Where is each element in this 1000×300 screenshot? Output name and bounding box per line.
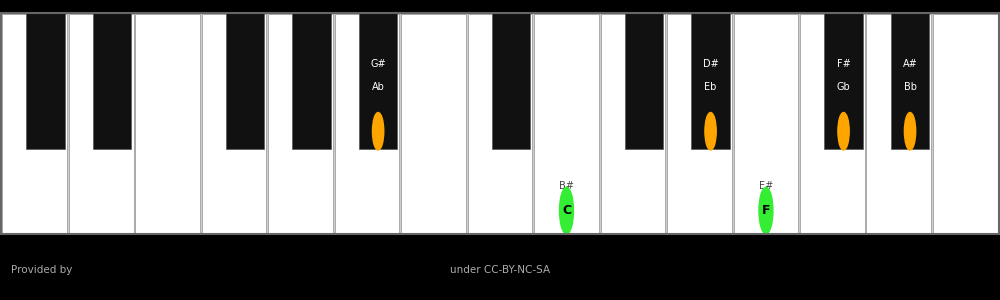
Bar [824, 13, 863, 149]
Bar [468, 14, 532, 233]
Bar [625, 13, 663, 149]
Circle shape [838, 112, 849, 150]
Text: Eb: Eb [704, 82, 717, 92]
Bar [135, 14, 200, 233]
Circle shape [759, 188, 773, 234]
Bar [734, 14, 798, 233]
Text: D#: D# [703, 59, 718, 69]
Bar [335, 14, 399, 233]
Bar [1, 13, 999, 234]
Bar [202, 14, 266, 233]
Bar [359, 13, 397, 149]
Circle shape [372, 112, 384, 150]
Bar [268, 14, 333, 233]
Bar [0, 239, 1000, 299]
Bar [667, 14, 732, 233]
Circle shape [560, 188, 573, 234]
Text: Provided by: Provided by [11, 265, 73, 275]
Bar [866, 14, 931, 233]
Text: F#: F# [837, 59, 850, 69]
Bar [292, 13, 331, 149]
Text: F: F [762, 204, 770, 217]
Bar [26, 13, 65, 149]
Text: C: C [562, 204, 571, 217]
Bar [226, 13, 264, 149]
Text: under CC-BY-NC-SA: under CC-BY-NC-SA [450, 265, 550, 275]
Bar [93, 13, 131, 149]
Text: Gb: Gb [837, 82, 850, 92]
Bar [891, 13, 929, 149]
Text: Ab: Ab [372, 82, 385, 92]
Bar [800, 14, 865, 233]
Bar [2, 14, 67, 233]
Bar [933, 14, 998, 233]
Bar [0, 13, 1000, 234]
Circle shape [705, 112, 716, 150]
Bar [534, 14, 599, 233]
Text: Bb: Bb [904, 82, 917, 92]
Bar [492, 13, 530, 149]
Bar [601, 14, 665, 233]
Bar [401, 14, 466, 233]
Text: E#: E# [759, 182, 773, 191]
Text: A#: A# [903, 59, 917, 69]
Circle shape [904, 112, 916, 150]
Text: B#: B# [559, 182, 574, 191]
Text: G#: G# [370, 59, 386, 69]
Bar [69, 14, 134, 233]
Bar [691, 13, 730, 149]
